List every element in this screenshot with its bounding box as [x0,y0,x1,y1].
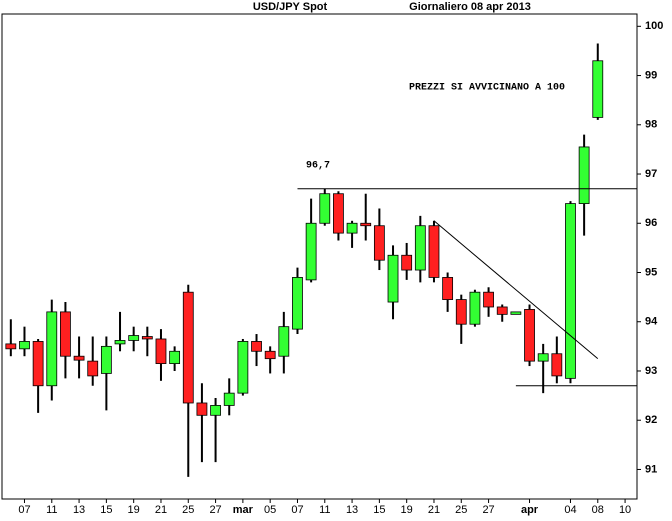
candle-body [60,311,71,357]
candle-body [278,326,290,357]
candle-body [455,299,467,325]
plot-frame [1,13,638,500]
candle-body [32,341,44,387]
y-tick-label: 100 [645,20,663,32]
x-tick-label: 21 [428,504,440,516]
x-tick-label: 11 [46,504,57,516]
candle-body [46,311,58,387]
candle-body [128,335,140,341]
candle-body [19,341,30,350]
candle-body [114,340,126,345]
candle-body [87,360,99,377]
y-tick-label: 99 [645,69,657,81]
candle-body [182,291,194,404]
x-tick-label: 10 [619,504,631,516]
candle-body [510,311,522,315]
y-tick-label: 98 [645,119,657,131]
candle-body [414,225,426,271]
candle-body [5,343,17,350]
candle-body [155,338,167,364]
y-tick-label: 92 [645,414,657,426]
candle-body [237,341,249,394]
candle-body [319,193,331,224]
x-tick-label: 25 [182,504,194,516]
y-tick-label: 97 [645,168,657,180]
x-tick-label: 27 [209,504,221,516]
candle-body [346,222,358,234]
chart-subtitle: Giornaliero 08 apr 2013 [409,1,531,13]
annotation: 96,7 [306,161,330,172]
candle-body [223,392,235,406]
x-tick-label: apr [521,504,539,516]
candle-body [305,222,317,281]
candle-body [333,193,344,234]
candle-body [210,405,221,416]
x-tick-label: 19 [128,504,140,516]
candle-body [169,350,181,364]
candle-body [565,203,576,379]
x-tick-label: 15 [373,504,385,516]
candle-body [551,353,563,377]
x-tick-label: 13 [346,504,358,516]
candle-body [387,254,399,303]
x-tick-label: 07 [18,504,30,516]
y-tick-label: 93 [645,365,657,377]
candle-body [537,353,549,362]
candle-body [428,225,440,278]
candle-body [73,355,85,361]
y-tick-label: 94 [645,316,658,328]
annotation: PREZZI SI AVVICINANO A 100 [409,83,565,94]
x-tick-label: 25 [455,504,467,516]
candle-body [360,222,372,227]
x-tick-label: 21 [155,504,167,516]
candle-body [196,402,208,416]
x-tick-label: 11 [319,504,330,516]
candle-body [483,291,494,308]
candle-body [592,60,604,118]
candle-body [373,225,385,261]
chart-title: USD/JPY Spot [253,1,328,13]
x-tick-label: 05 [264,504,276,516]
candle-body [442,277,454,300]
candle-body [100,345,112,374]
x-tick-label: 15 [100,504,112,516]
x-tick-label: mar [233,504,254,516]
x-tick-label: 19 [401,504,413,516]
x-tick-label: 08 [592,504,604,516]
candle-body [578,146,590,204]
candle-body [401,254,413,271]
y-tick-label: 95 [645,266,657,278]
x-tick-label: 13 [73,504,85,516]
candle-body [292,277,303,330]
y-tick-label: 91 [645,463,657,475]
candle-body [469,291,481,325]
candle-body [141,336,153,340]
candle-body [524,309,535,362]
trend-line [433,220,599,360]
candle-body [496,306,508,315]
y-tick-label: 96 [645,217,657,229]
x-tick-label: 07 [291,504,303,516]
x-tick-label: 27 [482,504,494,516]
candle-body [251,341,262,352]
candle-body [264,350,276,360]
x-tick-label: 04 [564,504,576,516]
